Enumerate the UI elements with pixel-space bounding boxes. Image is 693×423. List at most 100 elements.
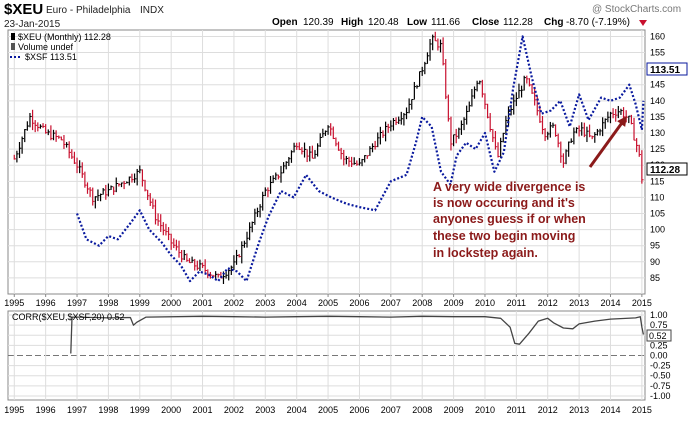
y-tick-label: 0.75 bbox=[650, 320, 668, 330]
y-tick-label: 95 bbox=[650, 241, 660, 251]
y-tick-label: 90 bbox=[650, 257, 660, 267]
price-panel-frame bbox=[7, 29, 646, 295]
low-label: Low bbox=[407, 17, 427, 28]
x-tick-label: 2012 bbox=[538, 405, 558, 415]
symbol-title: $XEU bbox=[4, 1, 43, 18]
annotation-line: in lockstep again. bbox=[433, 246, 538, 260]
x-tick-label: 2000 bbox=[161, 405, 181, 415]
y-tick-label: 155 bbox=[650, 48, 665, 58]
close-label: Close bbox=[472, 17, 500, 28]
corr-grid bbox=[8, 311, 645, 400]
x-tick-label: 2012 bbox=[538, 298, 558, 308]
x-tick-label: 2011 bbox=[507, 298, 526, 308]
x-tick-label: 2010 bbox=[475, 405, 495, 415]
corr-last-tag: 0.52 bbox=[646, 329, 672, 342]
xeu-series bbox=[13, 31, 644, 285]
y-tick-label: 140 bbox=[650, 96, 665, 106]
legend: $XEU (Monthly) 112.28 Volume undef $XSF … bbox=[10, 32, 111, 62]
x-tick-label: 2015 bbox=[632, 405, 652, 415]
xsf-last-value: 113.51 bbox=[650, 65, 680, 76]
chg-label: Chg bbox=[544, 17, 563, 28]
corr-y-axis: -1.00-0.75-0.50-0.250.000.250.500.751.00 bbox=[650, 310, 671, 401]
x-tick-label: 2002 bbox=[224, 298, 244, 308]
x-tick-label: 1999 bbox=[130, 298, 150, 308]
xeu-last-tag: 112.28 bbox=[646, 162, 688, 176]
low-value: 111.66 bbox=[431, 17, 461, 28]
y-tick-label: 0.00 bbox=[650, 351, 668, 361]
annotation-line: anyones guess if or when bbox=[433, 212, 586, 226]
corr-x-axis: 1995 1996 1997 1998 1999 2000 2001 2002 2003 2004… bbox=[4, 405, 652, 415]
annotation-line: A very wide divergence is bbox=[433, 180, 585, 194]
x-tick-label: 1997 bbox=[67, 405, 87, 415]
x-tick-label: 2015 bbox=[632, 298, 652, 308]
x-tick-label: 2014 bbox=[600, 298, 620, 308]
exchange-label: INDX bbox=[140, 5, 164, 16]
x-tick-label: 2008 bbox=[412, 405, 432, 415]
y-tick-label: -0.75 bbox=[650, 381, 671, 391]
x-tick-label: 1995 bbox=[4, 405, 24, 415]
y-tick-label: 85 bbox=[650, 273, 660, 283]
x-tick-label: 1996 bbox=[36, 298, 56, 308]
chg-value: -8.70 (-7.19%) bbox=[566, 17, 630, 28]
header-date: 23-Jan-2015 bbox=[4, 19, 61, 30]
legend-bar-icon bbox=[11, 33, 15, 40]
x-tick-label: 1995 bbox=[4, 298, 24, 308]
ohlc-readout: Open 120.39 High 120.48 Low 111.66 Close… bbox=[272, 17, 630, 28]
close-value: 112.28 bbox=[503, 17, 533, 28]
legend-xsf: $XSF 113.51 bbox=[25, 52, 77, 62]
x-tick-label: 2000 bbox=[161, 298, 181, 308]
x-tick-label: 2005 bbox=[318, 298, 338, 308]
x-tick-label: 2004 bbox=[287, 298, 307, 308]
x-tick-label: 2009 bbox=[444, 405, 464, 415]
y-tick-label: 105 bbox=[650, 209, 665, 219]
chg-down-icon bbox=[639, 20, 647, 26]
x-tick-label: 1997 bbox=[67, 298, 87, 308]
x-tick-label: 2001 bbox=[193, 298, 213, 308]
x-tick-label: 2014 bbox=[600, 405, 620, 415]
y-tick-label: 145 bbox=[650, 80, 665, 90]
x-tick-label: 2009 bbox=[444, 298, 464, 308]
xeu-last-value: 112.28 bbox=[650, 165, 680, 176]
symbol-name: Euro - Philadelphia bbox=[46, 5, 131, 16]
x-tick-label: 2005 bbox=[318, 405, 338, 415]
xsf-line bbox=[75, 35, 645, 283]
x-tick-label: 2008 bbox=[412, 298, 432, 308]
x-tick-label: 2007 bbox=[381, 298, 401, 308]
x-tick-label: 2010 bbox=[475, 298, 495, 308]
y-tick-label: 100 bbox=[650, 225, 665, 235]
y-tick-label: -0.25 bbox=[650, 361, 671, 371]
legend-volume-icon bbox=[11, 43, 15, 50]
y-tick-label: 1.00 bbox=[650, 310, 668, 320]
y-tick-label: -1.00 bbox=[650, 391, 671, 401]
y-tick-label: 130 bbox=[650, 128, 665, 138]
x-tick-label: 2001 bbox=[193, 405, 213, 415]
x-tick-label: 2003 bbox=[255, 405, 275, 415]
price-x-axis: 1995 1996 1997 1998 1999 2000 2001 2002 2003 2004… bbox=[4, 294, 652, 308]
x-tick-label: 2004 bbox=[287, 405, 307, 415]
annotation-line: these two begin moving bbox=[433, 229, 575, 243]
y-tick-label: 160 bbox=[650, 31, 665, 41]
x-tick-label: 2011 bbox=[507, 405, 526, 415]
x-tick-label: 2013 bbox=[569, 298, 589, 308]
x-tick-label: 1998 bbox=[98, 298, 118, 308]
corr-last-value: 0.52 bbox=[649, 331, 667, 341]
xsf-last-tag: 113.51 bbox=[646, 62, 688, 76]
x-tick-label: 1996 bbox=[36, 405, 56, 415]
legend-main: $XEU (Monthly) 112.28 bbox=[18, 32, 111, 42]
open-label: Open bbox=[272, 17, 298, 28]
corr-title: CORR($XEU,$XSF,20) 0.52 bbox=[12, 312, 125, 322]
legend-volume: Volume undef bbox=[18, 42, 74, 52]
corr-line bbox=[70, 315, 645, 354]
annotation-text: A very wide divergence is is now occurin… bbox=[433, 180, 586, 260]
y-tick-label: -0.50 bbox=[650, 371, 671, 381]
price-grid bbox=[8, 30, 645, 294]
watermark: @ StockCharts.com bbox=[592, 4, 681, 15]
x-tick-label: 2003 bbox=[255, 298, 275, 308]
y-tick-label: 125 bbox=[650, 144, 665, 154]
x-tick-label: 2006 bbox=[349, 298, 369, 308]
x-tick-label: 2002 bbox=[224, 405, 244, 415]
x-tick-label: 1998 bbox=[98, 405, 118, 415]
x-tick-label: 2006 bbox=[349, 405, 369, 415]
xsf-series bbox=[75, 35, 645, 283]
